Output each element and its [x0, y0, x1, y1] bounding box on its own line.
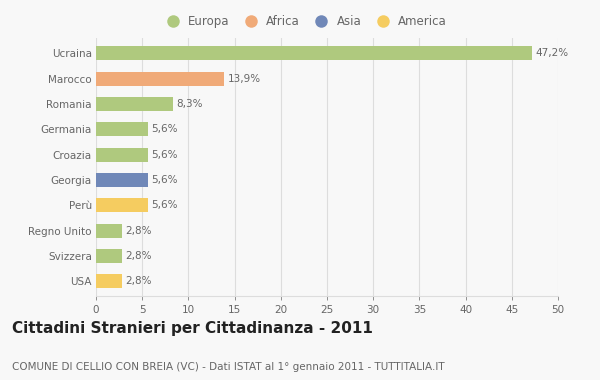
Text: 2,8%: 2,8%	[125, 226, 152, 236]
Bar	[96, 173, 148, 187]
Bar	[96, 147, 148, 162]
Text: 5,6%: 5,6%	[151, 124, 178, 134]
Text: 5,6%: 5,6%	[151, 200, 178, 210]
Text: 5,6%: 5,6%	[151, 175, 178, 185]
Bar	[96, 122, 148, 136]
Bar	[96, 71, 224, 86]
Bar	[96, 97, 173, 111]
Text: 8,3%: 8,3%	[176, 99, 203, 109]
Legend: Europa, Africa, Asia, America: Europa, Africa, Asia, America	[158, 13, 449, 31]
Text: 5,6%: 5,6%	[151, 150, 178, 160]
Bar	[96, 249, 122, 263]
Text: 2,8%: 2,8%	[125, 276, 152, 286]
Text: Cittadini Stranieri per Cittadinanza - 2011: Cittadini Stranieri per Cittadinanza - 2…	[12, 321, 373, 336]
Text: COMUNE DI CELLIO CON BREIA (VC) - Dati ISTAT al 1° gennaio 2011 - TUTTITALIA.IT: COMUNE DI CELLIO CON BREIA (VC) - Dati I…	[12, 363, 445, 372]
Bar	[96, 223, 122, 238]
Text: 47,2%: 47,2%	[536, 48, 569, 58]
Text: 2,8%: 2,8%	[125, 251, 152, 261]
Bar	[96, 46, 532, 60]
Bar	[96, 198, 148, 212]
Text: 13,9%: 13,9%	[228, 74, 261, 84]
Bar	[96, 274, 122, 288]
